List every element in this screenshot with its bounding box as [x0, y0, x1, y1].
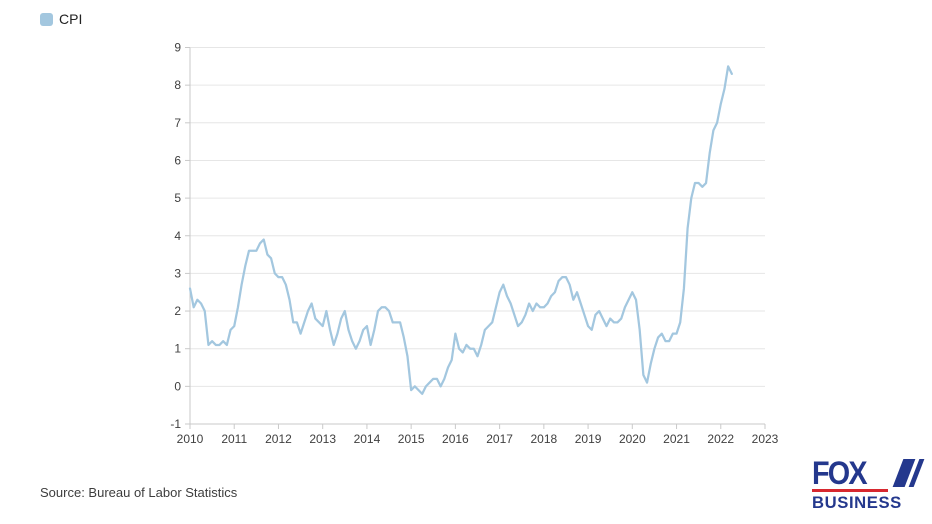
x-axis-label: 2021 — [663, 432, 690, 446]
y-axis-label: 7 — [174, 116, 181, 130]
fox-logo-text: FOX — [812, 455, 868, 491]
x-axis-label: 2012 — [265, 432, 292, 446]
x-axis-label: 2013 — [309, 432, 336, 446]
cpi-line-path[interactable] — [188, 65, 733, 396]
x-axis-label: 2023 — [752, 432, 779, 446]
y-axis-label: -1 — [170, 417, 181, 431]
x-axis-label: 2014 — [354, 432, 381, 446]
x-axis-label: 2022 — [707, 432, 734, 446]
cpi-line-chart[interactable]: -1 0 1 2 3 4 5 6 7 8 9 2010 2011 2012 2013 2014 2015 2016… — [0, 0, 932, 455]
y-axis-label: 6 — [174, 153, 181, 167]
x-axis-label: 2019 — [575, 432, 602, 446]
x-axis-label: 2011 — [221, 432, 247, 446]
x-axis-label: 2018 — [530, 432, 557, 446]
x-axis-label: 2017 — [486, 432, 513, 446]
fox-logo-row: FOX — [812, 455, 925, 491]
y-axis-label: 4 — [174, 229, 181, 243]
y-axis-label: 5 — [174, 191, 181, 205]
fox-business-logo: FOX BUSINESS — [812, 455, 925, 512]
x-axis-label: 2010 — [177, 432, 204, 446]
chart-area[interactable]: -1 0 1 2 3 4 5 6 7 8 9 2010 2011 2012 2013 2014 2015 2016… — [0, 0, 932, 455]
source-credit: Source: Bureau of Labor Statistics — [40, 485, 238, 500]
x-axis-label: 2020 — [619, 432, 646, 446]
fox-searchlight-icon — [892, 459, 925, 487]
chart-legend[interactable]: CPI — [40, 11, 82, 27]
y-axis-label: 2 — [174, 304, 181, 318]
x-axis-label: 2016 — [442, 432, 469, 446]
y-axis-label: 9 — [174, 41, 181, 55]
logo-red-stripe-icon — [812, 489, 888, 492]
y-axis-label: 3 — [174, 266, 181, 280]
legend-label: CPI — [59, 11, 83, 27]
business-logo-text: BUSINESS — [812, 493, 902, 512]
y-axis-label: 8 — [174, 78, 181, 92]
x-axis-label: 2015 — [398, 432, 425, 446]
legend-swatch-icon — [40, 12, 53, 26]
y-axis-label: 1 — [174, 342, 181, 356]
y-axis-label: 0 — [174, 379, 181, 393]
